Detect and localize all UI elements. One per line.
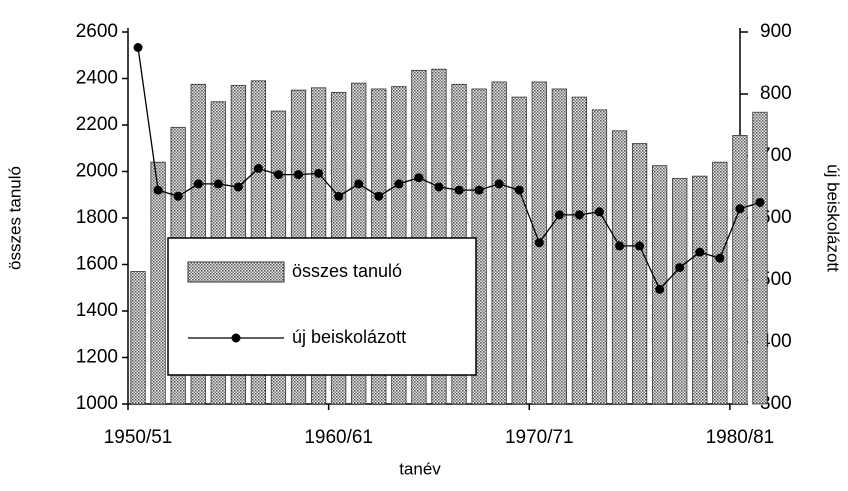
- line: [137, 47, 761, 291]
- marker: [314, 168, 324, 178]
- marker: [253, 163, 263, 173]
- x-axis-label: tanév: [399, 459, 441, 478]
- x-tick-label: 1960/61: [304, 427, 373, 448]
- marker: [474, 185, 484, 195]
- marker: [735, 204, 745, 214]
- bar: [150, 161, 166, 405]
- y2-tick-label: 800: [760, 83, 792, 104]
- y-tick-label: 2200: [76, 114, 118, 135]
- marker: [454, 185, 464, 195]
- marker: [695, 247, 705, 257]
- legend-swatch: [187, 261, 285, 283]
- marker: [173, 191, 183, 201]
- marker: [213, 179, 223, 189]
- bar: [571, 96, 588, 405]
- bar: [551, 88, 567, 405]
- marker: [534, 238, 544, 248]
- y2-tick-label: 900: [760, 21, 792, 42]
- marker: [675, 263, 685, 273]
- marker: [434, 182, 444, 192]
- marker: [514, 185, 524, 195]
- y-tick-label: 1600: [76, 254, 118, 275]
- bar: [732, 135, 748, 405]
- y2-axis-label: új beiskolázott: [824, 164, 843, 272]
- marker: [715, 253, 725, 263]
- marker: [233, 182, 243, 192]
- y2-tick-label: 500: [760, 269, 792, 290]
- marker: [153, 185, 163, 195]
- x-tick-label: 1980/81: [706, 427, 775, 448]
- marker: [414, 173, 424, 183]
- marker: [193, 179, 203, 189]
- marker: [394, 179, 404, 189]
- bar: [672, 178, 688, 405]
- bar: [692, 175, 708, 405]
- bar: [631, 143, 648, 405]
- legend-box: [167, 237, 477, 376]
- legend-label: összes tanuló: [292, 261, 402, 281]
- marker: [574, 210, 584, 220]
- y-axis-label: összes tanuló: [5, 166, 24, 270]
- y-tick-label: 1800: [76, 207, 118, 228]
- marker: [273, 170, 283, 180]
- x-tick-label: 1950/51: [104, 427, 173, 448]
- marker: [615, 241, 625, 251]
- y-tick-label: 1200: [76, 347, 118, 368]
- marker: [294, 170, 304, 180]
- x-tick-label: 1970/71: [505, 427, 574, 448]
- bar: [611, 130, 628, 405]
- y2-tick-label: 400: [760, 331, 792, 352]
- y-tick-label: 2600: [76, 21, 118, 42]
- marker: [554, 210, 564, 220]
- y-tick-label: 2400: [76, 68, 118, 89]
- y-tick-label: 1400: [76, 300, 118, 321]
- y-tick-label: 1000: [76, 393, 118, 414]
- legend-marker: [231, 333, 241, 343]
- marker: [755, 198, 765, 207]
- marker: [354, 179, 364, 189]
- y-tick-label: 2000: [76, 161, 118, 182]
- bar: [491, 81, 507, 405]
- marker: [334, 191, 344, 201]
- marker: [635, 241, 645, 251]
- marker: [594, 207, 604, 217]
- y2-tick-label: 600: [760, 207, 792, 228]
- y2-tick-label: 700: [760, 145, 792, 166]
- bar: [712, 161, 728, 405]
- y2-tick-label: 300: [760, 393, 792, 414]
- marker: [494, 179, 504, 189]
- bar: [511, 96, 527, 405]
- legend-label: új beiskolázott: [292, 327, 406, 347]
- marker: [374, 191, 384, 201]
- bar: [591, 109, 608, 405]
- bar: [752, 111, 768, 405]
- marker: [655, 284, 665, 294]
- marker: [133, 43, 143, 52]
- bar: [130, 271, 146, 405]
